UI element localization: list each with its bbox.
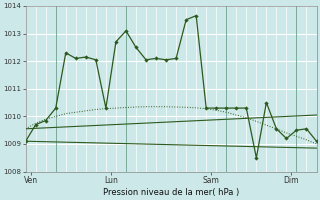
X-axis label: Pression niveau de la mer( hPa ): Pression niveau de la mer( hPa ) xyxy=(103,188,239,197)
